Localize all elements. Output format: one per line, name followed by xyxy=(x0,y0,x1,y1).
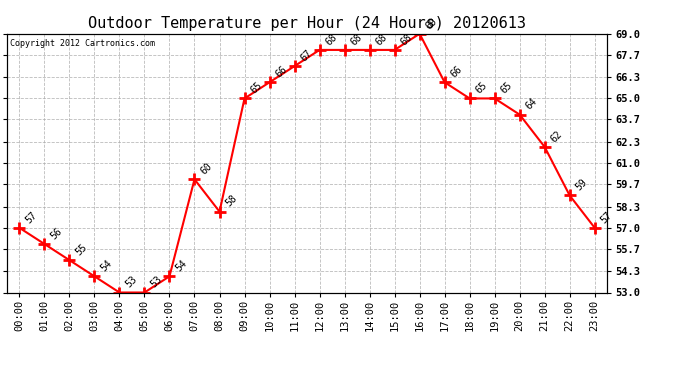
Text: 66: 66 xyxy=(448,64,464,80)
Text: 55: 55 xyxy=(74,242,89,257)
Text: 54: 54 xyxy=(174,258,189,273)
Text: 57: 57 xyxy=(23,210,39,225)
Text: 65: 65 xyxy=(248,80,264,96)
Text: 56: 56 xyxy=(48,226,64,241)
Text: 68: 68 xyxy=(374,32,389,47)
Text: 64: 64 xyxy=(524,96,539,112)
Text: 59: 59 xyxy=(574,177,589,193)
Text: 53: 53 xyxy=(148,274,164,290)
Text: 68: 68 xyxy=(348,32,364,47)
Text: 60: 60 xyxy=(199,161,214,177)
Text: 53: 53 xyxy=(124,274,139,290)
Text: 69: 69 xyxy=(424,16,439,31)
Title: Outdoor Temperature per Hour (24 Hours) 20120613: Outdoor Temperature per Hour (24 Hours) … xyxy=(88,16,526,31)
Text: 57: 57 xyxy=(599,210,614,225)
Text: 54: 54 xyxy=(99,258,114,273)
Text: 58: 58 xyxy=(224,194,239,209)
Text: 66: 66 xyxy=(274,64,289,80)
Text: 68: 68 xyxy=(399,32,414,47)
Text: Copyright 2012 Cartronics.com: Copyright 2012 Cartronics.com xyxy=(10,39,155,48)
Text: 68: 68 xyxy=(324,32,339,47)
Text: 67: 67 xyxy=(299,48,314,63)
Text: 62: 62 xyxy=(549,129,564,144)
Text: 65: 65 xyxy=(499,80,514,96)
Text: 65: 65 xyxy=(474,80,489,96)
